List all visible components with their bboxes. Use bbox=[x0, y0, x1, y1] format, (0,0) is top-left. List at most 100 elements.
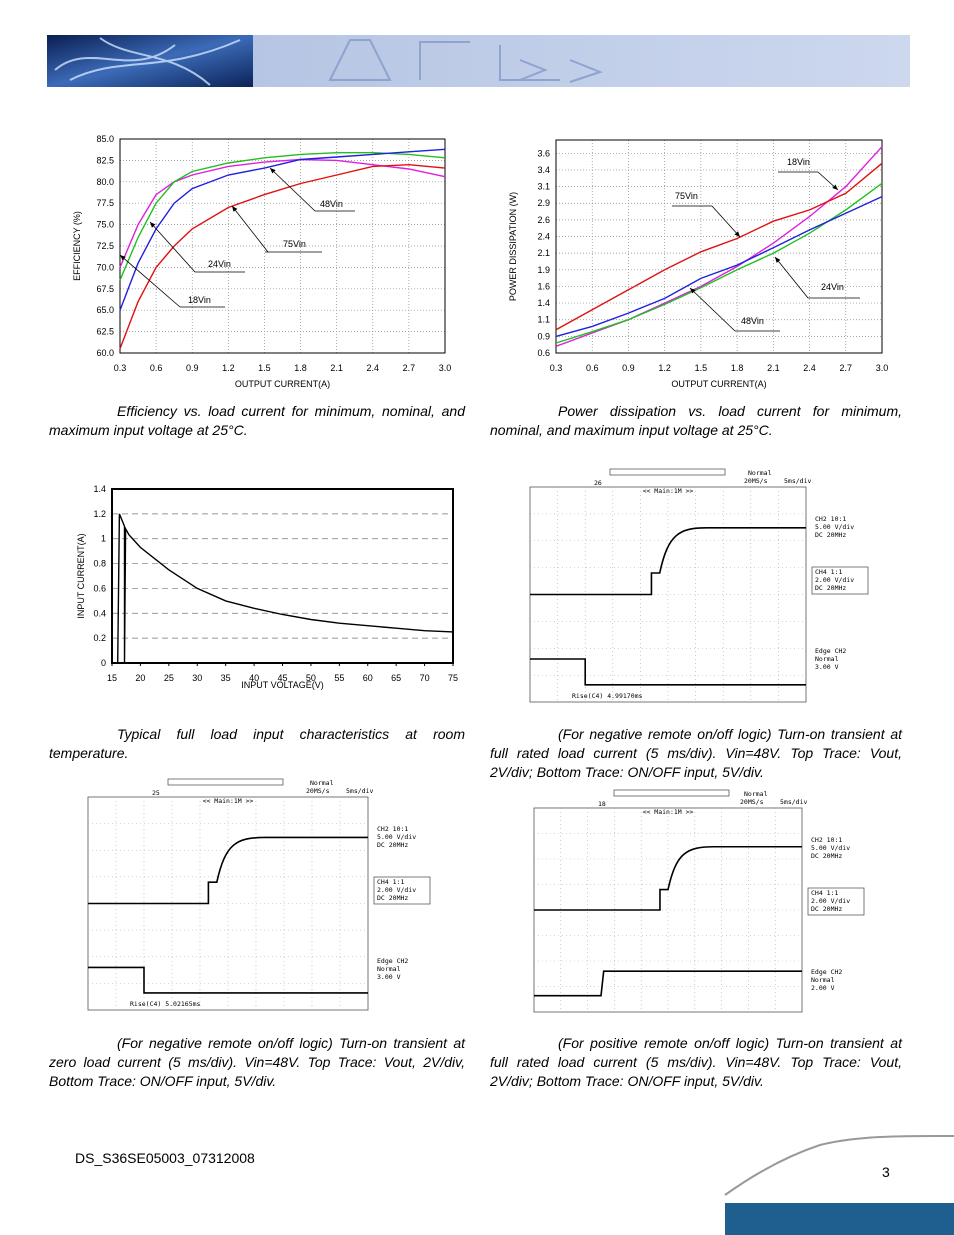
plot-frame bbox=[111, 488, 454, 664]
series-line bbox=[555, 146, 883, 347]
ch4-setting: 2.00 V/div bbox=[815, 576, 854, 584]
series-line bbox=[119, 148, 446, 311]
vout-trace bbox=[534, 845, 802, 911]
trigger-marker: 18 bbox=[598, 800, 606, 808]
x-tick-label: 3.0 bbox=[876, 363, 889, 373]
measurement: Rise(C4) 4.99170ms bbox=[572, 692, 643, 700]
x-tick-label: 0.6 bbox=[586, 363, 599, 373]
footer-art bbox=[724, 1134, 954, 1235]
zoom-label: << Main:1M >> bbox=[203, 797, 254, 805]
x-tick-label: 65 bbox=[391, 673, 401, 683]
series-label: 24Vin bbox=[208, 259, 231, 269]
ch2-setting: CH2 10:1 bbox=[377, 825, 408, 833]
y-tick-label: 70.0 bbox=[96, 262, 114, 272]
x-axis-label: INPUT VOLTAGE(V) bbox=[241, 680, 324, 690]
trigger-setting: 3.00 V bbox=[815, 663, 839, 671]
zoom-label: << Main:1M >> bbox=[643, 808, 694, 816]
y-tick-label: 1.4 bbox=[93, 484, 106, 494]
x-tick-label: 40 bbox=[249, 673, 259, 683]
x-tick-label: 35 bbox=[221, 673, 231, 683]
x-tick-label: 20 bbox=[135, 673, 145, 683]
x-tick-label: 0.6 bbox=[150, 363, 163, 373]
x-tick-label: 2.4 bbox=[803, 363, 816, 373]
series-label: 75Vin bbox=[675, 191, 698, 201]
ch4-setting: CH4 1:1 bbox=[377, 878, 404, 886]
y-tick-label: 82.5 bbox=[96, 155, 114, 165]
plot-frame bbox=[119, 138, 446, 354]
y-tick-label: 80.0 bbox=[96, 177, 114, 187]
x-tick-label: 1.8 bbox=[731, 363, 744, 373]
x-tick-label: 2.7 bbox=[840, 363, 853, 373]
y-tick-label: 1.2 bbox=[93, 509, 106, 519]
trigger-setting: Edge CH2 bbox=[377, 957, 408, 965]
label-arrow bbox=[689, 287, 736, 332]
acq-mode: Normal bbox=[748, 469, 772, 477]
y-tick-label: 2.4 bbox=[537, 232, 550, 242]
x-tick-label: 45 bbox=[277, 673, 287, 683]
x-tick-label: 1.2 bbox=[222, 363, 235, 373]
y-tick-label: 1.4 bbox=[537, 298, 550, 308]
series-line bbox=[119, 163, 446, 349]
y-tick-label: 85.0 bbox=[96, 134, 114, 144]
acq-rate: 20MS/s bbox=[740, 798, 764, 806]
y-tick-label: 72.5 bbox=[96, 241, 114, 251]
vout-trace bbox=[530, 527, 806, 596]
caption: (For positive remote on/off logic) Turn-… bbox=[490, 1035, 902, 1089]
acq-rate: 20MS/s bbox=[744, 477, 768, 485]
x-tick-label: 50 bbox=[306, 673, 316, 683]
acq-rate: 20MS/s bbox=[306, 787, 330, 795]
y-tick-label: 2.1 bbox=[537, 248, 550, 258]
label-arrow bbox=[119, 254, 181, 308]
series-label: 48Vin bbox=[741, 316, 764, 326]
x-tick-label: 1.8 bbox=[294, 363, 307, 373]
series-line bbox=[555, 182, 883, 344]
x-axis-label: OUTPUT CURRENT(A) bbox=[671, 379, 766, 389]
label-arrow bbox=[774, 256, 809, 299]
zoom-bar bbox=[613, 789, 730, 797]
x-tick-label: 70 bbox=[420, 673, 430, 683]
x-tick-label: 1.5 bbox=[695, 363, 708, 373]
y-tick-label: 1.6 bbox=[537, 281, 550, 291]
y-tick-label: 75.0 bbox=[96, 220, 114, 230]
ch2-setting: DC 20MHz bbox=[815, 531, 846, 539]
trigger-setting: 2.00 V bbox=[811, 984, 835, 992]
series-line bbox=[119, 152, 446, 281]
x-tick-label: 1.5 bbox=[258, 363, 271, 373]
ch4-setting: DC 20MHz bbox=[377, 894, 408, 902]
y-tick-label: 0 bbox=[101, 658, 106, 668]
y-tick-label: 3.4 bbox=[537, 165, 550, 175]
y-tick-label: 0.4 bbox=[93, 608, 106, 618]
acq-mode: Normal bbox=[310, 779, 334, 787]
y-tick-label: 0.8 bbox=[93, 559, 106, 569]
x-tick-label: 15 bbox=[107, 673, 117, 683]
ch4-setting: 2.00 V/div bbox=[811, 897, 850, 905]
x-tick-label: 2.7 bbox=[403, 363, 416, 373]
y-tick-label: 0.6 bbox=[93, 583, 106, 593]
y-axis-label: INPUT CURRENT(A) bbox=[76, 533, 86, 618]
trigger-marker: 25 bbox=[152, 789, 160, 797]
y-tick-label: 1.1 bbox=[537, 315, 550, 325]
caption: Typical full load input characteristics … bbox=[49, 726, 465, 761]
ch2-setting: CH2 10:1 bbox=[815, 515, 846, 523]
ch2-setting: CH2 10:1 bbox=[811, 836, 842, 844]
vout-trace bbox=[88, 836, 368, 905]
x-tick-label: 0.9 bbox=[186, 363, 199, 373]
doc-id: DS_S36SE05003_07312008 bbox=[75, 1150, 255, 1166]
caption: (For negative remote on/off logic) Turn-… bbox=[490, 726, 902, 780]
series-line bbox=[555, 162, 883, 331]
ch4-box bbox=[807, 887, 865, 916]
zoom-bar bbox=[167, 778, 284, 786]
trigger-marker: 26 bbox=[594, 479, 602, 487]
y-axis-label: POWER DISSIPATION (W) bbox=[508, 192, 518, 301]
y-tick-label: 62.5 bbox=[96, 327, 114, 337]
y-tick-label: 0.2 bbox=[93, 633, 106, 643]
y-tick-label: 65.0 bbox=[96, 305, 114, 315]
label-arrow bbox=[817, 171, 839, 191]
label-arrow bbox=[269, 167, 316, 212]
x-tick-label: 2.1 bbox=[330, 363, 343, 373]
trigger-setting: Normal bbox=[815, 655, 839, 663]
caption: Efficiency vs. load current for minimum,… bbox=[49, 403, 465, 438]
onoff-trace bbox=[88, 966, 368, 994]
trigger-setting: Edge CH2 bbox=[811, 968, 842, 976]
